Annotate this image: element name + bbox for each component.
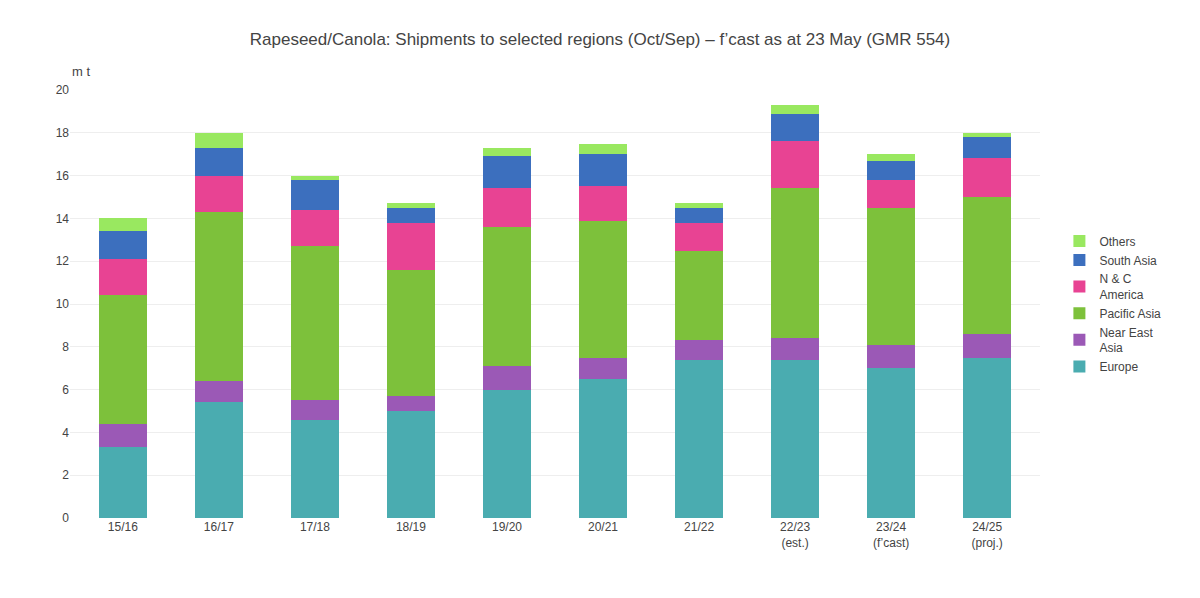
svg-text:18/19: 18/19: [396, 520, 426, 534]
svg-text:Europe: Europe: [1099, 360, 1138, 374]
svg-text:16: 16: [56, 169, 70, 183]
svg-text:4: 4: [62, 426, 69, 440]
svg-text:18: 18: [56, 126, 70, 140]
svg-text:12: 12: [56, 254, 70, 268]
svg-text:19/20: 19/20: [492, 520, 522, 534]
svg-text:23/24(f’cast): 23/24(f’cast): [873, 520, 909, 550]
svg-text:2: 2: [62, 468, 69, 482]
svg-text:16/17: 16/17: [204, 520, 234, 534]
svg-text:14: 14: [56, 212, 70, 226]
svg-text:N & CAmerica: N & CAmerica: [1099, 272, 1143, 302]
svg-text:0: 0: [62, 511, 69, 525]
svg-text:Near EastAsia: Near EastAsia: [1099, 326, 1153, 356]
svg-text:Rapeseed/Canola: Shipments to: Rapeseed/Canola: Shipments to selected r…: [250, 30, 950, 49]
svg-text:15/16: 15/16: [108, 520, 138, 534]
svg-text:17/18: 17/18: [300, 520, 330, 534]
svg-text:20: 20: [56, 83, 70, 97]
svg-text:6: 6: [62, 383, 69, 397]
svg-text:m t: m t: [72, 64, 90, 79]
svg-text:20/21: 20/21: [588, 520, 618, 534]
svg-text:Pacific Asia: Pacific Asia: [1099, 307, 1161, 321]
svg-text:Others: Others: [1099, 235, 1135, 249]
svg-text:22/23(est.): 22/23(est.): [780, 520, 810, 550]
svg-text:South Asia: South Asia: [1099, 254, 1157, 268]
svg-text:10: 10: [56, 297, 70, 311]
svg-text:21/22: 21/22: [684, 520, 714, 534]
svg-text:8: 8: [62, 340, 69, 354]
svg-text:24/25(proj.): 24/25(proj.): [972, 520, 1003, 550]
